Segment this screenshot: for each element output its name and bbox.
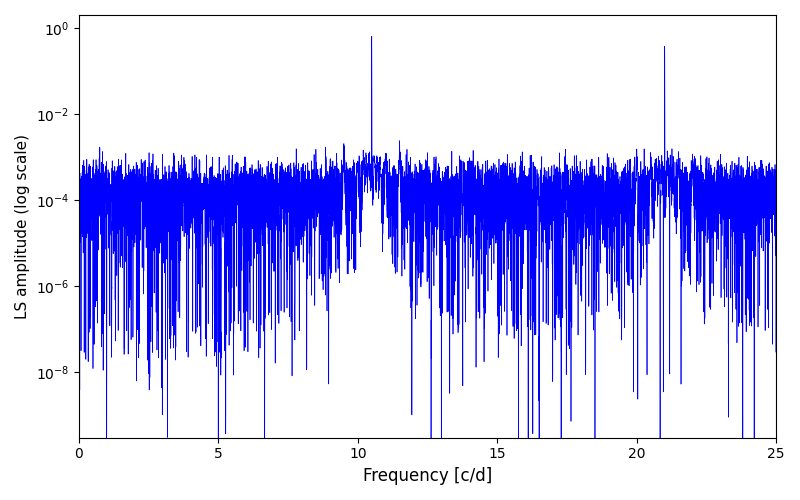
- X-axis label: Frequency [c/d]: Frequency [c/d]: [363, 467, 492, 485]
- Y-axis label: LS amplitude (log scale): LS amplitude (log scale): [15, 134, 30, 319]
